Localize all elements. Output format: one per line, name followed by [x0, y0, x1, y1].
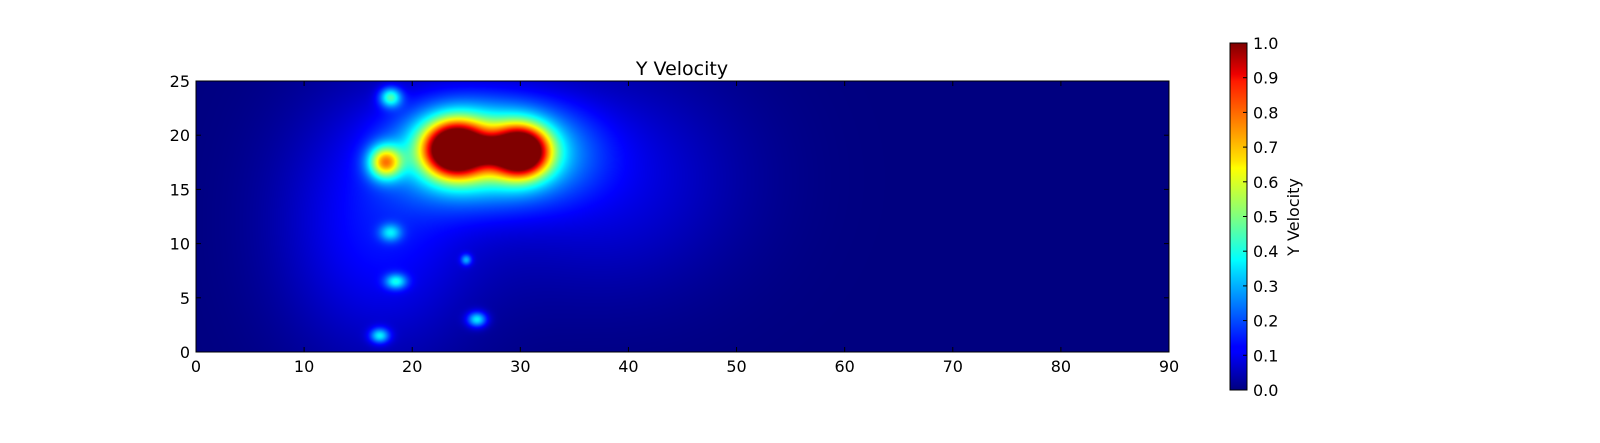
colorbar-tick-label: 0.2	[1253, 312, 1278, 331]
x-tick-label: 80	[1051, 357, 1071, 376]
x-tick-label: 0	[191, 357, 201, 376]
y-tick-label: 15	[170, 180, 190, 199]
colorbar-tick-label: 0.6	[1253, 173, 1278, 192]
y-tick-label: 25	[170, 72, 190, 91]
colorbar-label: Y Velocity	[1284, 178, 1303, 257]
plot-frame	[195, 80, 1170, 353]
x-tick-label: 50	[726, 357, 746, 376]
colorbar: 0.0 0.1 0.2 0.3 0.4 0.5 0.6 0.7 0.8 0.9 1.0 Y Velo…	[1229, 34, 1303, 400]
x-tick-label: 60	[834, 357, 854, 376]
y-tick-label: 0	[180, 343, 190, 362]
colorbar-tick-label: 0.3	[1253, 277, 1278, 296]
colorbar-ticks: 0.0 0.1 0.2 0.3 0.4 0.5 0.6 0.7 0.8 0.9 1.0	[1243, 34, 1278, 400]
y-tick-label: 5	[180, 289, 190, 308]
y-axis: 0 5 10 15 20 25	[170, 72, 1169, 362]
colorbar-tick-label: 0.5	[1253, 208, 1278, 227]
colorbar-tick-label: 0.9	[1253, 69, 1278, 88]
y-tick-label: 20	[170, 126, 190, 145]
colorbar-tick-label: 0.1	[1253, 346, 1278, 365]
x-tick-label: 90	[1159, 357, 1179, 376]
x-axis: 0 10 20 30 40 50 60 70 80 90	[191, 81, 1179, 376]
x-tick-label: 70	[943, 357, 963, 376]
x-tick-label: 10	[294, 357, 314, 376]
colorbar-tick-label: 0.8	[1253, 103, 1278, 122]
x-tick-label: 40	[618, 357, 638, 376]
heatmap-image-holder	[196, 81, 1169, 352]
colorbar-tick-label: 0.7	[1253, 138, 1278, 157]
y-tick-label: 10	[170, 235, 190, 254]
colorbar-tick-label: 1.0	[1253, 34, 1278, 53]
colorbar-tick-label: 0.0	[1253, 381, 1278, 400]
colorbar-tick-label: 0.4	[1253, 242, 1278, 261]
chart-title: Y Velocity	[635, 58, 728, 80]
heatmap-image	[196, 81, 1169, 352]
x-tick-label: 30	[510, 357, 530, 376]
x-tick-label: 20	[402, 357, 422, 376]
